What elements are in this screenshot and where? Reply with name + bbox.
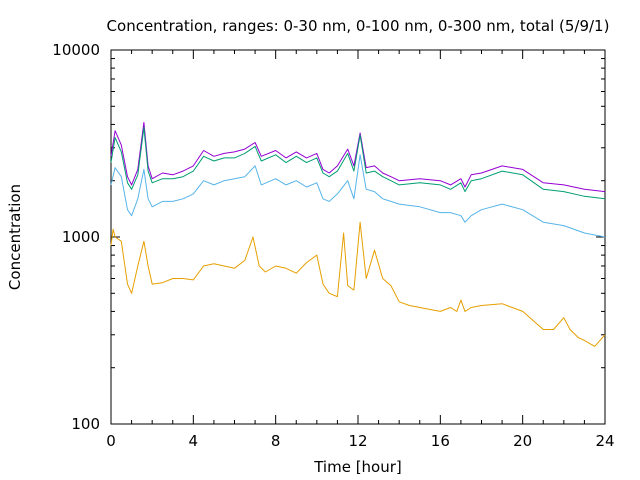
y-axis-label: Concentration	[6, 184, 24, 290]
y-tick-label: 100	[71, 415, 100, 433]
series-line-4	[110, 221, 606, 347]
y-tick-label: 1000	[62, 228, 100, 246]
x-tick-label: 4	[189, 432, 199, 450]
plot-frame	[110, 49, 606, 425]
x-tick-label: 20	[513, 432, 532, 450]
x-tick-label: 24	[595, 432, 614, 450]
series-group	[110, 121, 606, 347]
series-line-1	[110, 121, 606, 193]
y-tick-label: 10000	[52, 41, 100, 59]
series-line-3	[110, 154, 606, 238]
x-tick-label: 0	[106, 432, 116, 450]
axis-ticks: 0 4 8 12 16 20 24 100 1000 10000	[52, 41, 614, 450]
x-tick-label: 16	[431, 432, 450, 450]
series-line-2	[110, 127, 606, 200]
x-tick-label: 12	[348, 432, 367, 450]
chart-title: Concentration, ranges: 0-30 nm, 0-100 nm…	[107, 17, 610, 35]
x-tick-label: 8	[271, 432, 281, 450]
x-axis-label: Time [hour]	[313, 458, 402, 476]
